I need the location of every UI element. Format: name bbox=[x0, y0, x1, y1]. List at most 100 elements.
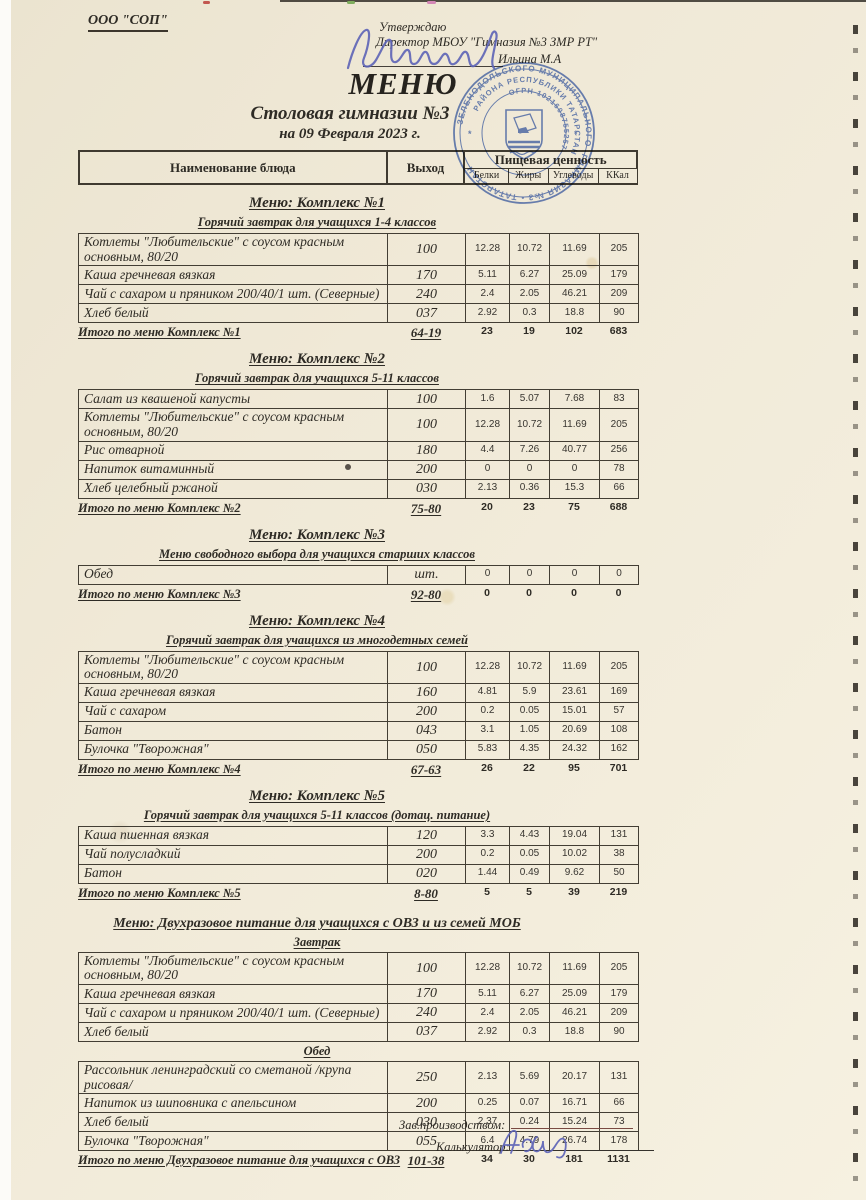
dish-kcal: 131 bbox=[599, 1060, 639, 1095]
total-carbs: 0 bbox=[571, 586, 577, 599]
dish-protein: 12.28 bbox=[465, 233, 510, 267]
total-label: Итого по меню Комплекс №1 bbox=[78, 325, 241, 340]
dish-kcal: 66 bbox=[599, 478, 639, 499]
col-header-nutrition: Пищевая ценность bbox=[463, 150, 638, 170]
total-output: 67-63 bbox=[410, 761, 442, 777]
dish-row: Хлеб белый 037 2.92 0.3 18.8 90 bbox=[78, 303, 639, 324]
document-date: на 09 Февраля 2023 г. bbox=[279, 126, 421, 142]
menu-table: Рассольник ленинградский со сметаной /кр… bbox=[78, 1060, 639, 1152]
section-subtitle: Горячий завтрак для учащихся 5-11 классо… bbox=[195, 371, 439, 386]
total-kcal: 0 bbox=[615, 586, 622, 599]
dish-protein: 5.83 bbox=[465, 739, 510, 760]
dish-kcal: 209 bbox=[599, 1002, 639, 1023]
dish-name: Чай с сахаром bbox=[78, 701, 388, 722]
dish-output: 200 bbox=[387, 701, 466, 722]
dish-output: 170 bbox=[387, 265, 466, 286]
section-total: Итого по меню Комплекс №3 92-80 0 0 0 0 bbox=[78, 585, 638, 603]
dish-protein: 2.4 bbox=[465, 1002, 510, 1023]
dish-kcal: 50 bbox=[599, 863, 639, 884]
dish-row: Котлеты "Любительские" с соусом красным … bbox=[78, 233, 639, 267]
dish-fat: 5.9 bbox=[509, 682, 550, 703]
dish-name: Каша пшенная вязкая bbox=[78, 825, 388, 846]
total-label: Итого по меню Комплекс №2 bbox=[78, 500, 241, 515]
dish-name: Обед bbox=[78, 564, 388, 585]
dish-kcal: 57 bbox=[599, 701, 639, 722]
stamp-ring-outer-bottom: ГИМНАЗИЯ №3 • ТАТАРСТАН bbox=[465, 152, 588, 202]
total-fat: 5 bbox=[526, 885, 532, 898]
dish-fat: 0.3 bbox=[509, 303, 550, 324]
dish-protein: 0.2 bbox=[465, 701, 510, 722]
dish-name: Каша гречневая вязкая bbox=[78, 265, 388, 286]
dish-name: Напиток из шиповника с апельсином bbox=[78, 1093, 388, 1114]
total-carbs: 181 bbox=[565, 1153, 583, 1166]
dish-name: Чай с сахаром и пряником 200/40/1 шт. (С… bbox=[78, 284, 388, 305]
menu-section: Меню: Двухразовое питание для учащихся с… bbox=[78, 916, 639, 1169]
stamp-star-left: * bbox=[468, 129, 472, 139]
dish-carbs: 18.8 bbox=[549, 1021, 600, 1042]
dish-carbs: 9.62 bbox=[549, 863, 600, 884]
dish-carbs: 25.09 bbox=[549, 983, 600, 1004]
dish-fat: 0.49 bbox=[509, 863, 550, 884]
dish-row: Каша гречневая вязкая 170 5.11 6.27 25.09 179 bbox=[78, 265, 639, 286]
dish-fat: 2.05 bbox=[509, 1002, 550, 1023]
dish-output: 020 bbox=[387, 863, 466, 884]
document-subtitle: Столовая гимназии №3 bbox=[250, 103, 450, 124]
dish-row: Чай с сахаром 200 0.2 0.05 15.01 57 bbox=[78, 701, 639, 722]
dish-output: 043 bbox=[387, 720, 466, 741]
dish-fat: 0.3 bbox=[509, 1021, 550, 1042]
dish-name: Котлеты "Любительские" с соусом красным … bbox=[78, 951, 388, 985]
dish-row: Напиток витаминный 200 0 0 0 78 bbox=[78, 459, 639, 480]
section-title: Меню: Комплекс №2 bbox=[249, 351, 385, 368]
total-carbs: 39 bbox=[568, 885, 580, 898]
dish-row: Булочка "Творожная" 050 5.83 4.35 24.32 162 bbox=[78, 739, 639, 760]
dish-carbs: 11.69 bbox=[549, 650, 600, 684]
menu-section: Меню: Комплекс №1 Горячий завтрак для уча… bbox=[78, 195, 639, 341]
dish-row: Хлеб целебный ржаной 030 2.13 0.36 15.3 66 bbox=[78, 478, 639, 499]
menu-table: Котлеты "Любительские" с соусом красным … bbox=[78, 233, 639, 324]
dish-output: 250 bbox=[387, 1060, 466, 1095]
dish-fat: 5.69 bbox=[509, 1060, 550, 1095]
dish-row: Батон 043 3.1 1.05 20.69 108 bbox=[78, 720, 639, 741]
dish-output: 240 bbox=[387, 1002, 466, 1023]
dish-fat: 6.27 bbox=[509, 265, 550, 286]
dish-output: 170 bbox=[387, 983, 466, 1004]
dish-name: Рис отварной bbox=[78, 440, 388, 461]
calculator-label: Калькулятор: bbox=[436, 1140, 510, 1154]
dish-carbs: 0 bbox=[549, 564, 600, 585]
menu-section: Меню: Комплекс №3 Меню свободного выбора … bbox=[78, 527, 639, 603]
footer-calculator-row: Калькулятор: bbox=[436, 1140, 654, 1155]
col-header-dish-name: Наименование блюда bbox=[78, 149, 388, 186]
dish-protein: 2.13 bbox=[465, 1060, 510, 1095]
dish-protein: 2.92 bbox=[465, 1021, 510, 1042]
dish-fat: 4.43 bbox=[509, 825, 550, 846]
scan-speck bbox=[427, 1, 436, 4]
dish-carbs: 25.09 bbox=[549, 265, 600, 286]
dish-name: Чай с сахаром и пряником 200/40/1 шт. (С… bbox=[78, 1002, 388, 1023]
total-protein: 34 bbox=[481, 1153, 493, 1166]
dish-fat: 10.72 bbox=[509, 650, 550, 684]
dish-output: 120 bbox=[387, 825, 466, 846]
dish-protein: 3.3 bbox=[465, 825, 510, 846]
dish-protein: 4.4 bbox=[465, 440, 510, 461]
total-fat: 19 bbox=[523, 325, 535, 338]
dish-protein: 2.13 bbox=[465, 478, 510, 499]
dish-output: 037 bbox=[387, 1021, 466, 1042]
dish-fat: 10.72 bbox=[509, 951, 550, 985]
manager-signature-line bbox=[511, 1128, 634, 1129]
dish-output: 160 bbox=[387, 682, 466, 703]
dish-row: Котлеты "Любительские" с соусом красным … bbox=[78, 650, 639, 684]
total-output: 101-38 bbox=[407, 1153, 445, 1169]
total-protein: 20 bbox=[481, 500, 493, 513]
signature-line bbox=[363, 66, 503, 67]
menu-table: Котлеты "Любительские" с соусом красным … bbox=[78, 650, 639, 760]
dish-fat: 0.05 bbox=[509, 844, 550, 865]
dish-name: Батон bbox=[78, 720, 388, 741]
scan-edge-right bbox=[853, 25, 858, 1185]
dish-kcal: 205 bbox=[599, 408, 639, 442]
total-output: 8-80 bbox=[414, 885, 438, 901]
total-label: Итого по меню Двухразовое питание для уч… bbox=[78, 1153, 401, 1168]
dish-row: Котлеты "Любительские" с соусом красным … bbox=[78, 408, 639, 442]
total-carbs: 95 bbox=[568, 761, 580, 774]
col-header-kcal: ККал bbox=[597, 168, 638, 186]
